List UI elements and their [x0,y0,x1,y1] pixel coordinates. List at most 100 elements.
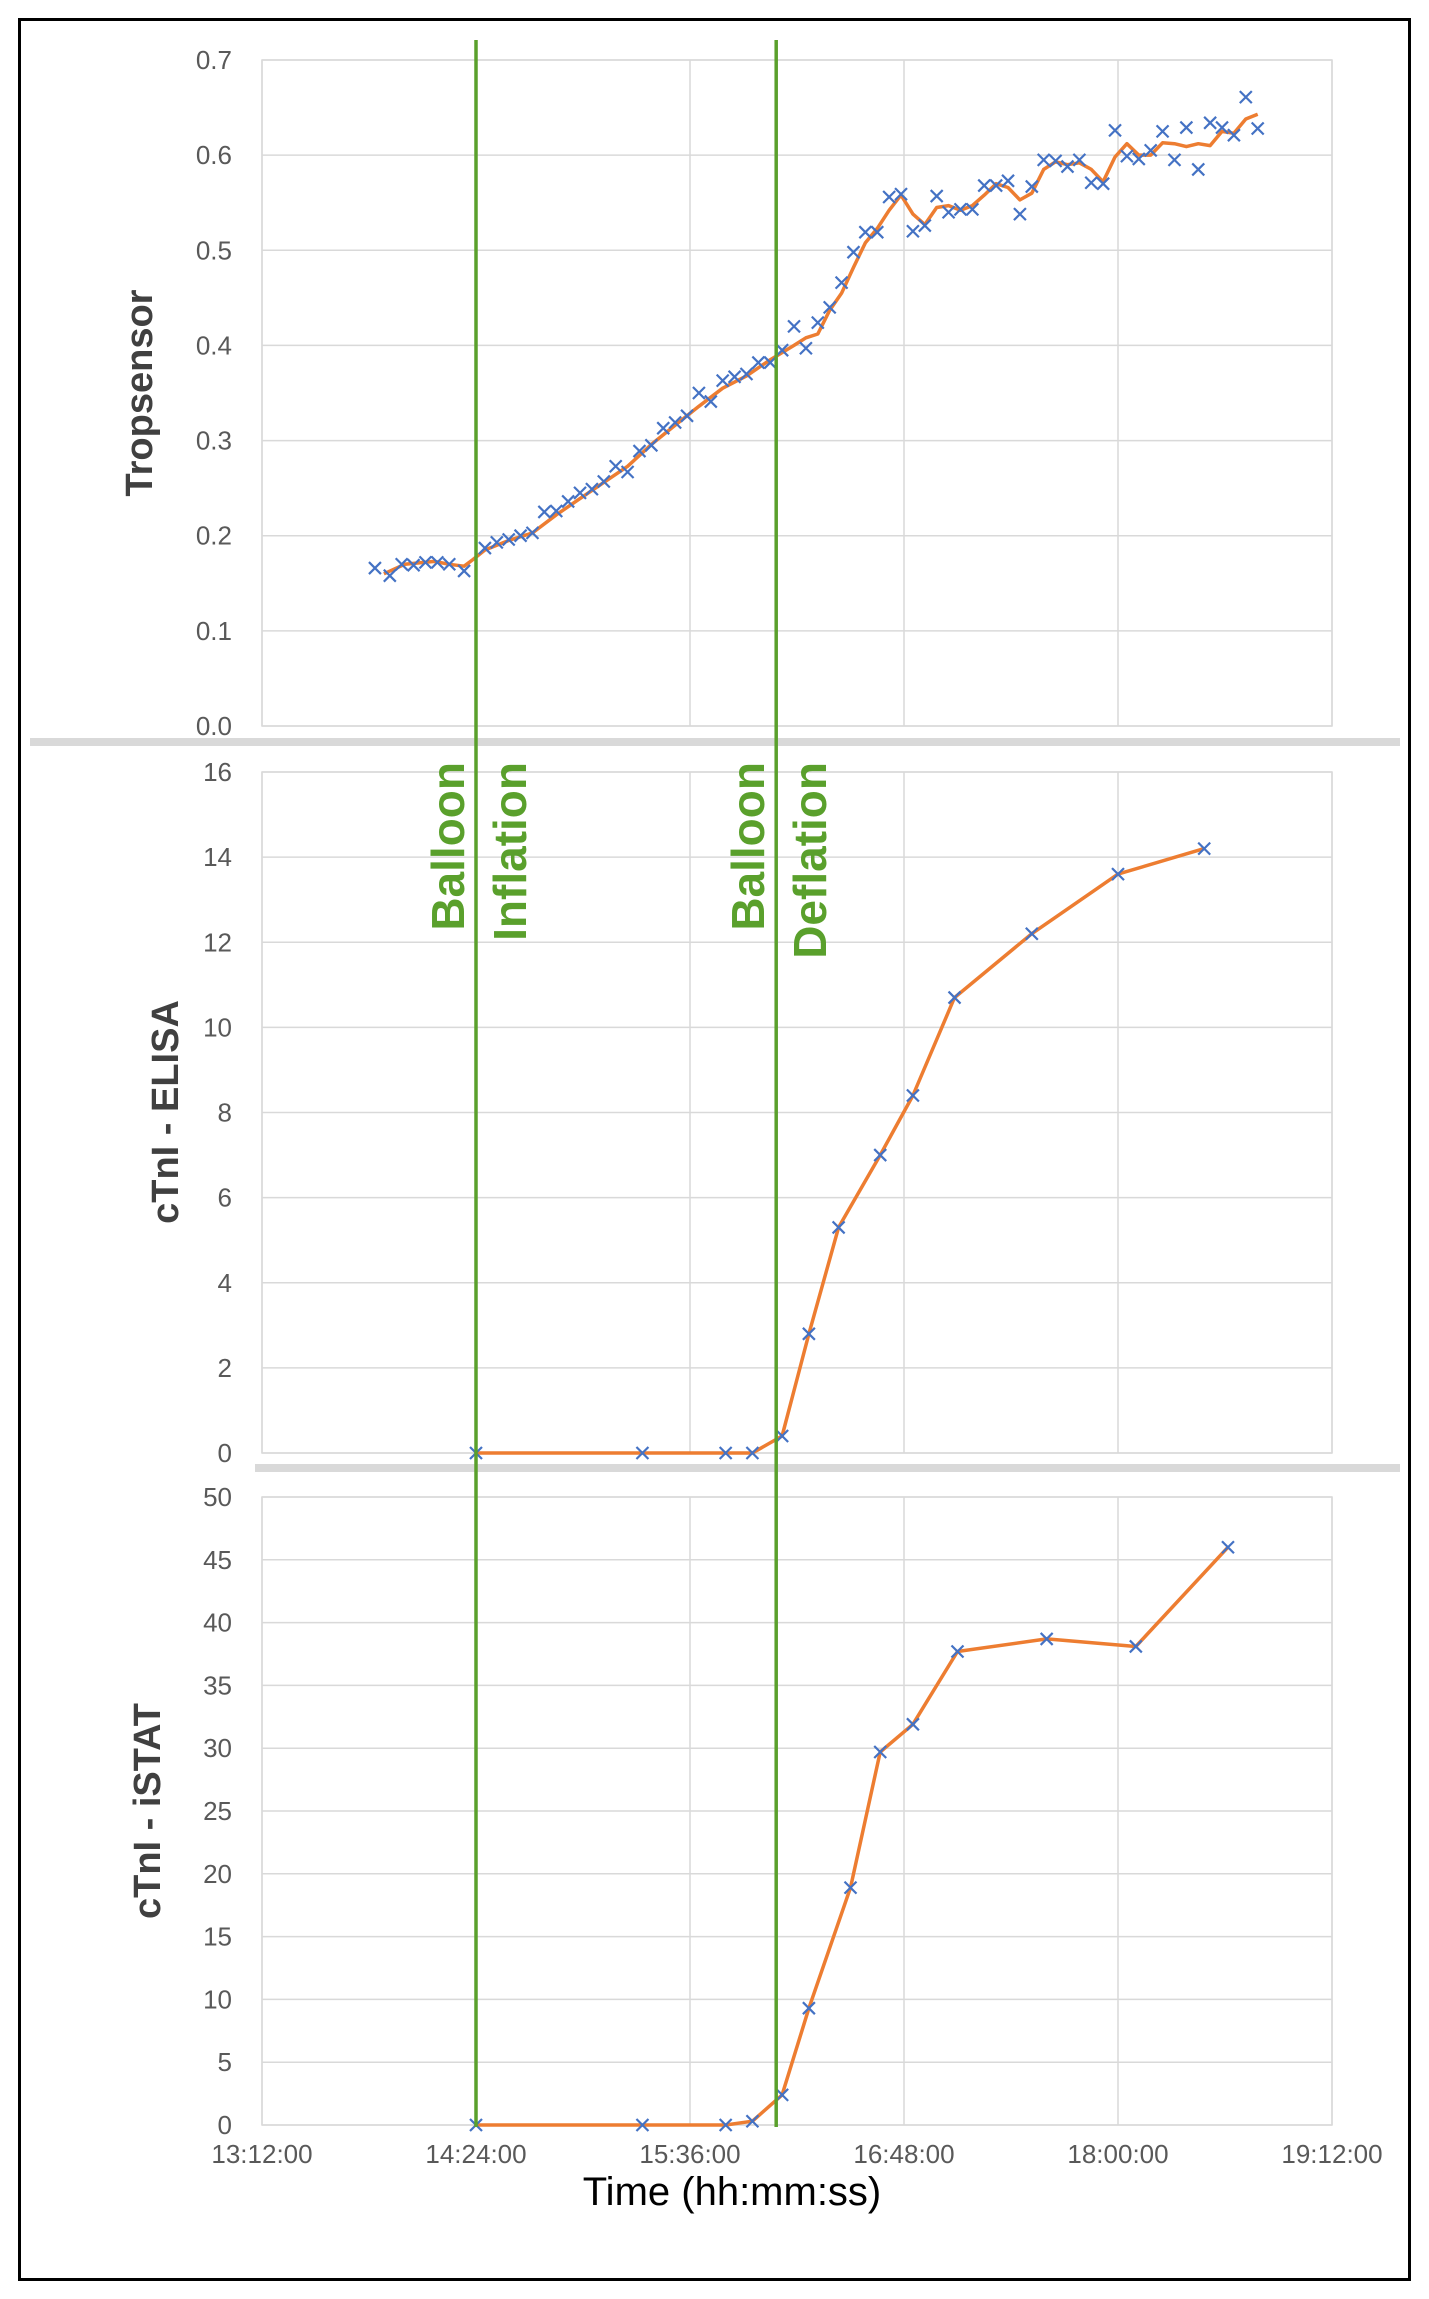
data-point-marker [1239,90,1253,104]
data-point-marker [1096,176,1110,191]
data-point-marker [549,504,564,518]
data-point-marker [620,465,635,479]
y-tick-label: 0.1 [196,616,232,646]
data-point-marker [1048,154,1063,168]
data-point-marker [873,1745,887,1759]
x-tick-label: 18:00:00 [1067,2139,1168,2169]
x-tick-label: 14:24:00 [425,2139,526,2169]
data-point-marker [906,1717,920,1732]
data-point-marker [1227,128,1241,142]
y-tick-label: 20 [203,1859,232,1889]
data-point-marker [525,526,540,540]
data-point-marker [1039,1632,1054,1646]
chart-panel-3: 0 5 10 15 20 25 30 35 40 45 50 cTnI - iSTAT 13:12:00… [127,1482,1383,2214]
data-point-marker [802,1327,816,1341]
data-point-marker [918,218,932,233]
data-point-marker [1191,162,1206,177]
y-tick-label: 0.0 [196,711,232,741]
data-point-marker [478,541,492,555]
y-tick-label: 35 [203,1670,232,1700]
data-point-marker [718,1446,733,1460]
data-point-marker [1013,207,1027,221]
data-point-marker [727,370,742,384]
data-point-marker [763,355,778,370]
data-point-marker [394,557,409,572]
y-tick-label: 16 [203,757,232,787]
event-label: Balloon [422,762,474,931]
data-point-marker [635,1446,650,1460]
data-point-marker [597,474,611,489]
data-point-marker [632,444,647,458]
data-point-marker [775,2088,789,2102]
data-point-marker [1036,153,1051,167]
y-axis-label: Tropsensor [119,289,161,496]
data-point-marker [950,1644,965,1659]
chart-panel-2: 0 2 4 6 8 10 12 14 16 cTnI - ELISA [145,757,1333,1468]
panel-separator [255,1464,1400,1472]
data-point-marker [894,187,908,201]
data-point-marker [1132,152,1146,166]
data-point-marker [1197,841,1211,856]
data-point-marker [656,421,671,435]
y-tick-label: 30 [203,1733,232,1763]
data-point-marker [406,558,421,572]
data-point-marker [513,528,528,543]
y-tick-label: 0.6 [196,140,232,170]
data-point-marker [1111,867,1125,881]
data-point-marker [834,275,849,290]
event-label: Balloon [722,762,774,931]
data-point-marker [537,505,552,519]
data-point-marker [561,494,575,509]
data-point-marker [1155,124,1170,139]
y-tick-label: 6 [218,1183,232,1213]
data-point-marker [1215,120,1229,135]
y-tick-label: 0.5 [196,235,232,265]
data-point-marker [745,1446,760,1460]
data-point-marker [608,459,623,474]
x-axis-label: Time (hh:mm:ss) [583,2170,882,2214]
y-tick-label: 14 [203,842,232,872]
data-point-marker [745,2114,760,2129]
y-tick-label: 50 [203,1482,232,1512]
data-point-marker [1072,153,1087,167]
y-tick-label: 2 [218,1353,232,1383]
data-point-marker [383,568,397,583]
data-point-marker [490,535,504,550]
data-point-marker [635,2118,650,2132]
data-point-marker [692,386,706,400]
data-point-marker [953,202,968,217]
data-point-marker [1203,116,1217,130]
data-point-marker [822,300,837,315]
y-tick-label: 0.3 [196,426,232,456]
y-tick-label: 12 [203,927,232,957]
data-point-marker [929,189,944,203]
y-tick-label: 25 [203,1796,232,1826]
data-point-marker [1060,159,1075,174]
data-point-marker [843,1880,858,1895]
data-point-marker [704,394,718,409]
data-point-marker [775,1429,789,1443]
y-axis-label: cTnI - iSTAT [127,1703,169,1919]
data-point-marker [989,178,1003,193]
data-point-marker [1025,926,1039,941]
data-point-marker [947,990,962,1005]
data-point-marker [906,1088,920,1103]
data-point-marker [775,343,789,357]
y-tick-label: 10 [203,1984,232,2014]
data-point-marker [831,1220,846,1235]
y-tick-label: 40 [203,1608,232,1638]
data-point-marker [1084,175,1099,190]
y-axis-label: cTnI - ELISA [145,1000,187,1224]
y-tick-label: 8 [218,1098,232,1128]
event-label: Inflation [484,762,536,941]
y-tick-label: 0.2 [196,521,232,551]
data-point-marker [799,341,813,356]
data-point-marker [573,486,587,500]
y-tick-label: 0.4 [196,330,232,360]
data-point-marker [718,2118,733,2132]
data-point-marker [680,409,694,423]
data-point-marker [668,415,682,430]
data-point-marker [977,178,992,193]
x-tick-label: 13:12:00 [211,2139,312,2169]
data-point-marker [585,482,599,496]
